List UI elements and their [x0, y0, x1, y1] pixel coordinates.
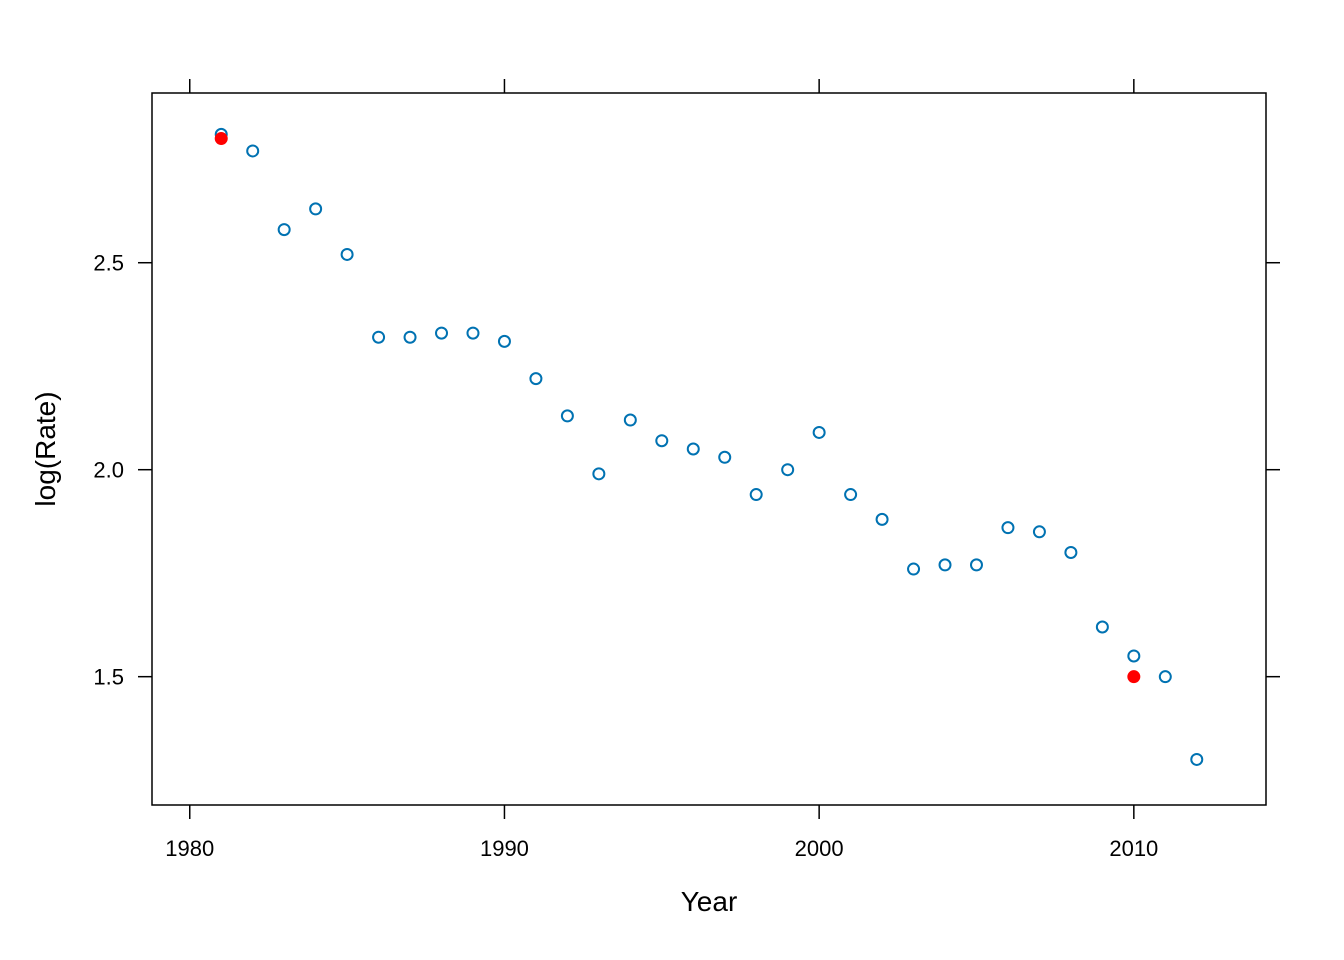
y-axis-label: log(Rate): [30, 391, 61, 506]
data-point: [1158, 670, 1172, 684]
data-point: [1032, 525, 1046, 539]
data-point: [686, 442, 700, 456]
y-tick-label: 1.5: [93, 665, 124, 690]
data-point: [560, 409, 574, 423]
data-point: [277, 223, 291, 237]
data-point: [655, 434, 669, 448]
x-axis-label: Year: [681, 886, 738, 917]
data-point: [340, 247, 354, 261]
data-point: [435, 326, 449, 340]
y-tick-label: 2.0: [93, 458, 124, 483]
x-tick-label: 2010: [1109, 836, 1158, 861]
highlighted-point: [214, 132, 228, 146]
x-tick-label: 1980: [165, 836, 214, 861]
data-point: [592, 467, 606, 481]
data-point: [497, 334, 511, 348]
data-point: [938, 558, 952, 572]
data-point: [875, 512, 889, 526]
data-point: [1190, 752, 1204, 766]
data-point: [466, 326, 480, 340]
data-point: [1127, 649, 1141, 663]
plot-frame: [151, 92, 1267, 806]
data-point: [781, 463, 795, 477]
data-point: [1064, 545, 1078, 559]
data-point: [969, 558, 983, 572]
data-point: [907, 562, 921, 576]
data-point: [1001, 521, 1015, 535]
data-point: [246, 144, 260, 158]
data-point: [529, 372, 543, 386]
data-points: [214, 127, 1204, 766]
data-point: [812, 425, 826, 439]
data-point: [309, 202, 323, 216]
data-point: [844, 488, 858, 502]
x-tick-label: 1990: [480, 836, 529, 861]
data-point: [403, 330, 417, 344]
data-point: [1095, 620, 1109, 634]
axis-ticks: [138, 79, 1280, 819]
data-point: [623, 413, 637, 427]
highlighted-point: [1127, 670, 1141, 684]
x-tick-label: 2000: [795, 836, 844, 861]
data-point: [718, 450, 732, 464]
data-point: [372, 330, 386, 344]
tick-labels: 1980 1990 2000 2010 1.5 2.0 2.5: [93, 251, 1158, 861]
y-tick-label: 2.5: [93, 251, 124, 276]
data-point: [749, 488, 763, 502]
